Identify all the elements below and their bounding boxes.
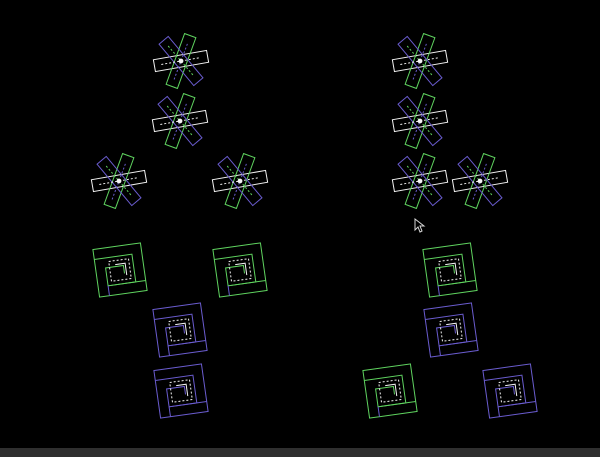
bottom-bar xyxy=(0,448,600,457)
left-swirl-4[interactable] xyxy=(153,363,209,419)
left-swirl-1[interactable] xyxy=(92,242,148,298)
right-swirl-2[interactable] xyxy=(423,302,479,358)
right-star-2[interactable] xyxy=(388,89,452,153)
right-swirl-3[interactable] xyxy=(362,363,418,419)
right-swirl-4[interactable] xyxy=(482,363,538,419)
mouse-pointer-icon xyxy=(414,217,426,233)
right-swirl-1[interactable] xyxy=(422,242,478,298)
left-star-4[interactable] xyxy=(208,149,272,213)
left-star-3[interactable] xyxy=(87,149,151,213)
left-swirl-3[interactable] xyxy=(152,302,208,358)
right-star-4[interactable] xyxy=(448,149,512,213)
left-swirl-2[interactable] xyxy=(212,242,268,298)
left-star-2[interactable] xyxy=(148,89,212,153)
right-star-1[interactable] xyxy=(388,29,452,93)
right-star-3[interactable] xyxy=(388,149,452,213)
left-star-1[interactable] xyxy=(149,29,213,93)
